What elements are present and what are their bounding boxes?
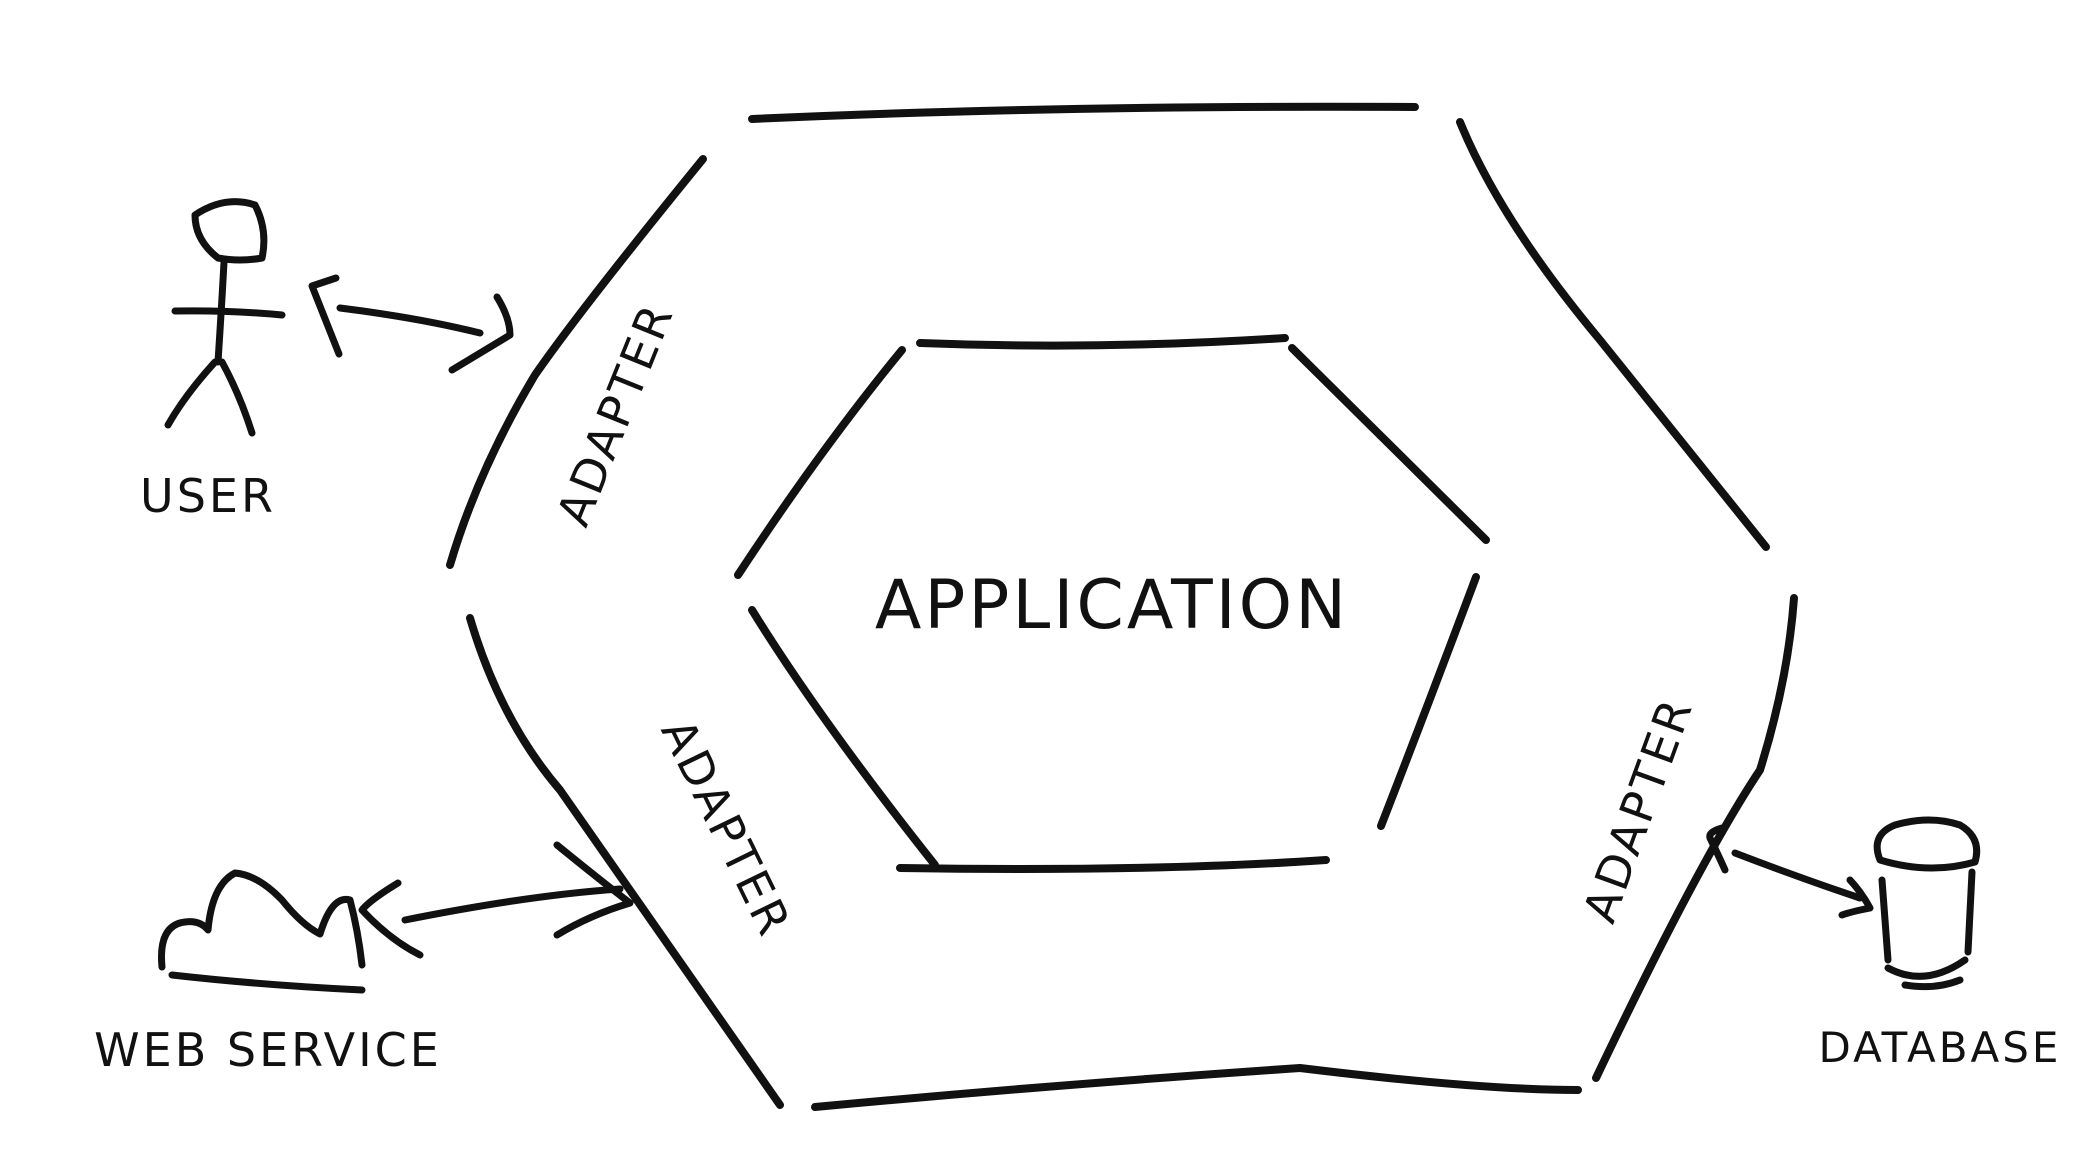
stick-figure-leg-right (218, 358, 256, 437)
web-service-arrow-shaft (401, 885, 624, 924)
outer-hex-top-edge (748, 102, 1419, 123)
outer-hexagon (446, 102, 1798, 1111)
user-arrow-head-left (308, 274, 343, 358)
database-right-side (1964, 868, 1976, 956)
web-service-arrow-head-left (358, 879, 424, 959)
application-label: APPLICATION (875, 566, 1349, 645)
outer-hex-top-right-edge (1456, 118, 1770, 551)
outer-hex-bottom-edge (811, 1064, 1582, 1111)
database-arrow-head-left (1706, 824, 1729, 874)
outer-hex-top-left-edge (446, 155, 707, 569)
database-arrow-shaft (1731, 849, 1864, 902)
database-left-side (1878, 876, 1892, 964)
database-top-ellipse (1873, 816, 1981, 872)
user-label: USER (140, 469, 276, 523)
user-adapter-arrow (308, 274, 514, 374)
database-adapter-arrow (1706, 824, 1874, 919)
database-label: DATABASE (1819, 1023, 2062, 1072)
cloud-icon (157, 869, 366, 994)
outer-hex-bottom-right-edge (1592, 594, 1798, 1082)
web-service-label: WEB SERVICE (94, 1023, 442, 1077)
web-service-adapter-arrow (358, 841, 634, 959)
user-arrow-head-right (448, 293, 514, 374)
inner-hexagon (734, 334, 1490, 873)
stick-figure-body (214, 258, 228, 366)
inner-hex-bottom-edge (896, 856, 1330, 873)
stick-figure-leg-left (164, 358, 219, 429)
cloud-outline (157, 869, 366, 971)
stick-figure-icon (164, 198, 286, 437)
database-bottom (1884, 956, 1969, 991)
inner-hex-bottom-right-edge (1377, 573, 1480, 830)
user-arrow-shaft (336, 304, 484, 337)
database-cylinder-icon (1873, 816, 1981, 991)
stick-figure-head (191, 198, 268, 264)
inner-hex-bottom-left-edge (748, 606, 939, 869)
database-arrow-head-right (1838, 876, 1874, 919)
stick-figure-arms (171, 307, 286, 319)
cloud-baseline (168, 971, 366, 994)
web-service-arrow-head-right (553, 841, 634, 939)
inner-hex-top-left-edge (734, 346, 906, 579)
outer-hex-bottom-left-edge (466, 614, 784, 1109)
inner-hex-top-edge (916, 334, 1289, 350)
inner-hex-top-right-edge (1288, 344, 1490, 544)
